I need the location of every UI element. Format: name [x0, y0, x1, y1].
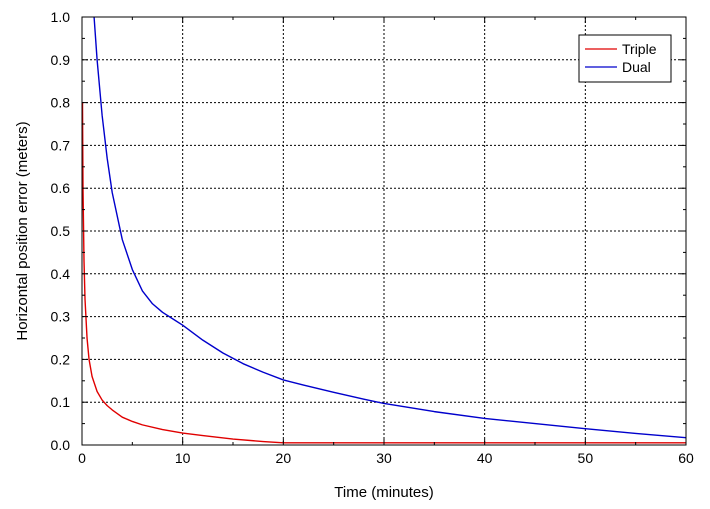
y-tick-label: 0.5	[51, 223, 71, 239]
y-tick-label: 0.7	[51, 137, 71, 153]
tick-labels: 0 10 20 30 40 50 60 0.0 0.1 0.2 0.3 0.4 0.5 0.6 0.7 0.8…	[51, 9, 694, 466]
y-tick-label: 0.9	[51, 52, 71, 68]
y-tick-label: 0.2	[51, 351, 71, 367]
legend-label-dual: Dual	[622, 59, 651, 75]
x-axis-title: Time (minutes)	[334, 484, 433, 501]
x-tick-label: 50	[578, 450, 594, 466]
legend-box	[578, 34, 672, 83]
x-tick-label: 10	[175, 450, 191, 466]
y-tick-label: 1.0	[51, 9, 71, 25]
y-tick-label: 0.4	[51, 266, 71, 282]
x-tick-label: 0	[78, 450, 86, 466]
legend-label-triple: Triple	[622, 41, 657, 57]
legend: Triple Dual	[578, 34, 672, 83]
x-tick-label: 40	[477, 450, 493, 466]
ticks	[81, 16, 687, 446]
x-tick-label: 20	[276, 450, 292, 466]
y-tick-label: 0.0	[51, 437, 71, 453]
x-tick-label: 30	[376, 450, 392, 466]
series-line-dual	[93, 17, 686, 439]
y-tick-label: 0.8	[51, 95, 71, 111]
y-tick-label: 0.6	[51, 180, 71, 196]
y-axis-title: Horizontal position error (meters)	[14, 121, 31, 340]
y-tick-label: 0.1	[51, 394, 71, 410]
y-tick-label: 0.3	[51, 309, 71, 325]
grid	[82, 17, 686, 445]
x-tick-label: 60	[678, 450, 694, 466]
